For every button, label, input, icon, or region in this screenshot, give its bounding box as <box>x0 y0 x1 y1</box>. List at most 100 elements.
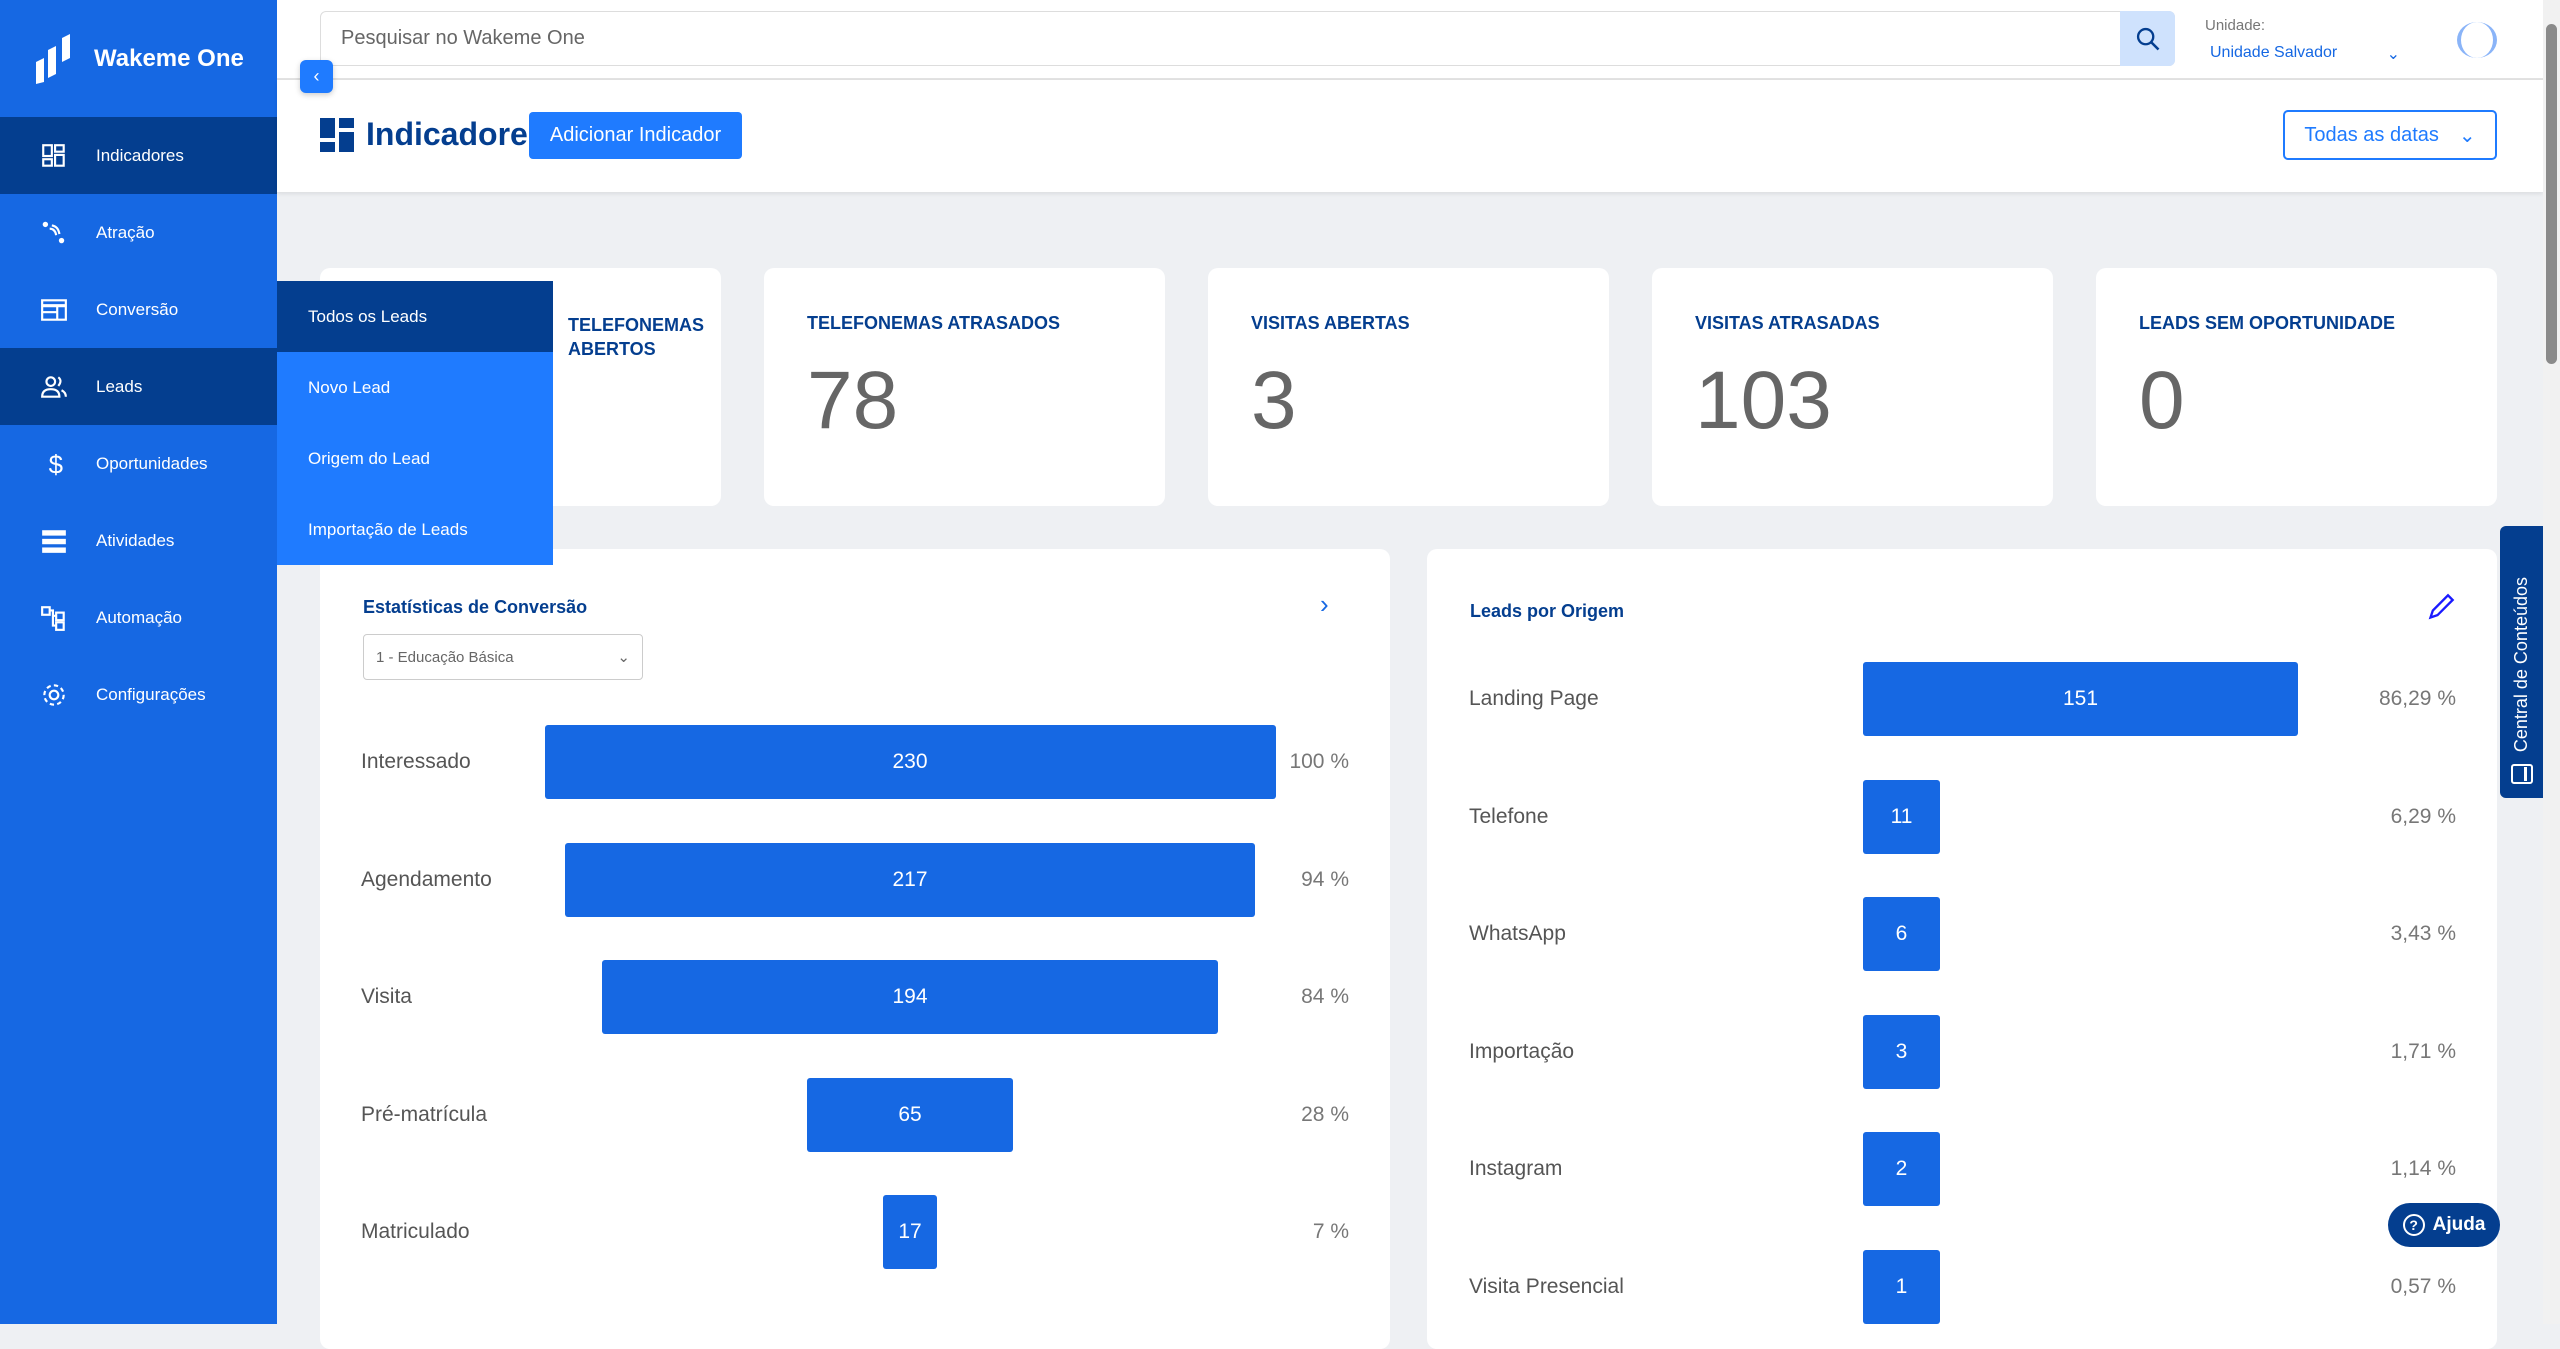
book-icon <box>2510 764 2533 784</box>
question-icon: ? <box>2402 1214 2425 1236</box>
submenu-item[interactable]: Origem do Lead <box>308 448 430 468</box>
app-name: Wakeme One <box>94 44 244 72</box>
sidebar-item-label: Configurações <box>96 684 206 704</box>
stat-card[interactable]: VISITAS ATRASADAS 103 <box>1652 268 2053 506</box>
stat-card-title: VISITAS ATRASADAS <box>1695 313 1880 333</box>
chevron-right-icon[interactable]: › <box>1320 589 1329 619</box>
origin-percent: 1,71 % <box>2390 1039 2456 1063</box>
search-input[interactable]: Pesquisar no Wakeme One <box>320 11 2175 66</box>
submenu-item[interactable]: Todos os Leads <box>277 281 553 352</box>
search-button[interactable] <box>2120 11 2175 66</box>
funnel-stage-label: Agendamento <box>361 867 492 891</box>
logo[interactable]: Wakeme One <box>0 0 277 117</box>
collapse-sidebar-button[interactable]: ‹ <box>300 60 333 93</box>
origin-bar[interactable]: 6 <box>1863 897 1940 971</box>
sidebar-item-conversao[interactable]: Conversão <box>0 271 277 348</box>
funnel-percent: 84 % <box>1301 985 1349 1008</box>
add-indicator-button[interactable]: Adicionar Indicador <box>529 112 742 159</box>
sidebar-item-atividades[interactable]: Atividades <box>0 502 277 579</box>
funnel-percent: 100 % <box>1289 750 1349 773</box>
help-button[interactable]: ? Ajuda <box>2388 1203 2500 1247</box>
origin-percent: 1,14 % <box>2390 1157 2456 1180</box>
origin-bar[interactable]: 151 <box>1863 662 2298 736</box>
stat-card-value: 3 <box>1251 355 1297 446</box>
sidebar: Wakeme One Indicadores Atração Conversão Le… <box>0 0 277 1324</box>
origin-label: WhatsApp <box>1469 922 1566 945</box>
chevron-down-icon: ⌄ <box>2386 46 2400 63</box>
topbar: Pesquisar no Wakeme One Unidade: Unidade… <box>277 0 2543 80</box>
gear-icon <box>43 683 65 706</box>
origin-bar[interactable]: 1 <box>1863 1249 1940 1324</box>
layout-icon <box>41 298 67 321</box>
submenu-item[interactable]: Novo Lead <box>308 377 391 397</box>
sidebar-item-automacao[interactable]: Automação <box>0 579 277 656</box>
segment-select[interactable]: 1 - Educação Básica ⌄ <box>363 634 643 680</box>
stat-card-title: TELEFONEMAS ABERTOS <box>568 315 705 359</box>
sidebar-item-label: Leads <box>96 376 143 396</box>
leads-origin-panel: Leads por Origem Landing Page 151 86,29 % T… <box>1427 549 2497 1349</box>
sidebar-item-label: Indicadores <box>96 145 184 165</box>
dashboard-icon <box>42 143 65 167</box>
date-filter-dropdown[interactable]: Todas as datas ⌄ <box>2283 110 2497 160</box>
conversion-title: Estatísticas de Conversão <box>363 597 588 617</box>
stat-card-title: LEADS SEM OPORTUNIDADE <box>2139 313 2396 333</box>
origin-label: Instagram <box>1469 1157 1563 1180</box>
origin-bar[interactable]: 2 <box>1863 1132 1940 1206</box>
segment-value: 1 - Educação Básica <box>376 648 514 666</box>
content-center-label: Central de Conteúdos <box>2511 576 2531 752</box>
origin-bar[interactable]: 3 <box>1863 1014 1940 1089</box>
dashboard-title-icon <box>320 117 354 152</box>
content-center-tab[interactable]: Central de Conteúdos <box>2500 526 2543 798</box>
stat-card-value: 103 <box>1695 355 1832 446</box>
stat-card[interactable]: VISITAS ABERTAS 3 <box>1208 268 1609 506</box>
scrollbar-thumb[interactable] <box>2546 24 2557 364</box>
scrollbar[interactable] <box>2543 0 2560 1324</box>
funnel-bar[interactable]: 194 <box>601 960 1219 1034</box>
funnel-percent: 7 % <box>1312 1220 1349 1243</box>
sidebar-item-indicadores[interactable]: Indicadores <box>0 117 277 194</box>
sidebar-item-atracao[interactable]: Atração <box>0 194 277 271</box>
stat-card-title: TELEFONEMAS ATRASADOS <box>807 313 1061 333</box>
funnel-percent: 28 % <box>1301 1102 1349 1126</box>
sidebar-item-label: Conversão <box>96 299 179 319</box>
origin-label: Telefone <box>1469 804 1549 828</box>
funnel-percent: 94 % <box>1301 867 1349 891</box>
logo-icon <box>36 33 70 84</box>
submenu-item[interactable]: Importação de Leads <box>308 519 468 539</box>
origin-percent: 0,57 % <box>2390 1274 2456 1298</box>
leads-submenu: Todos os Leads Novo Lead Origem do Lead Imp… <box>277 281 553 565</box>
funnel-bar[interactable]: 230 <box>544 725 1276 799</box>
origin-percent: 3,43 % <box>2390 922 2456 945</box>
funnel-bar[interactable]: 17 <box>882 1195 937 1269</box>
stat-card-value: 78 <box>807 355 899 446</box>
funnel-bar[interactable]: 65 <box>806 1077 1014 1152</box>
stat-card[interactable]: LEADS SEM OPORTUNIDADE 0 <box>2096 268 2497 506</box>
users-icon <box>41 375 67 398</box>
chevron-down-icon: ⌄ <box>2458 124 2476 147</box>
origin-label: Importação <box>1469 1039 1575 1063</box>
list-icon <box>42 529 66 553</box>
unit-select[interactable]: Unidade Salvador ⌄ <box>2210 44 2400 64</box>
sidebar-item-configuracoes[interactable]: Configurações <box>0 656 277 733</box>
funnel-stage-label: Matriculado <box>361 1220 470 1243</box>
flow-icon <box>41 605 65 631</box>
help-label: Ajuda <box>2432 1214 2486 1235</box>
origin-bar[interactable]: 11 <box>1863 779 1940 854</box>
dollar-icon: $ <box>49 451 63 477</box>
page-title: Indicadores <box>366 116 546 152</box>
stat-card-value: 0 <box>2139 355 2185 446</box>
sidebar-item-leads[interactable]: Leads <box>0 348 277 425</box>
search-icon <box>2136 27 2159 50</box>
origin-title: Leads por Origem <box>1470 601 1625 621</box>
unit-value: Unidade Salvador <box>2210 44 2338 61</box>
sidebar-item-label: Atração <box>96 222 155 242</box>
conversion-stats-panel: Estatísticas de Conversão › 1 - Educação… <box>320 549 1390 1349</box>
sidebar-item-label: Oportunidades <box>96 453 208 473</box>
attraction-icon <box>42 221 65 243</box>
stat-card[interactable]: TELEFONEMAS ATRASADOS 78 <box>764 268 1165 506</box>
funnel-stage-label: Pré-matrícula <box>361 1102 488 1126</box>
page-header: Indicadores Adicionar Indicador Todas as… <box>277 80 2543 192</box>
sidebar-item-oportunidades[interactable]: $ Oportunidades <box>0 425 277 502</box>
funnel-bar[interactable]: 217 <box>565 842 1255 917</box>
edit-pencil-icon[interactable] <box>2427 593 2455 621</box>
